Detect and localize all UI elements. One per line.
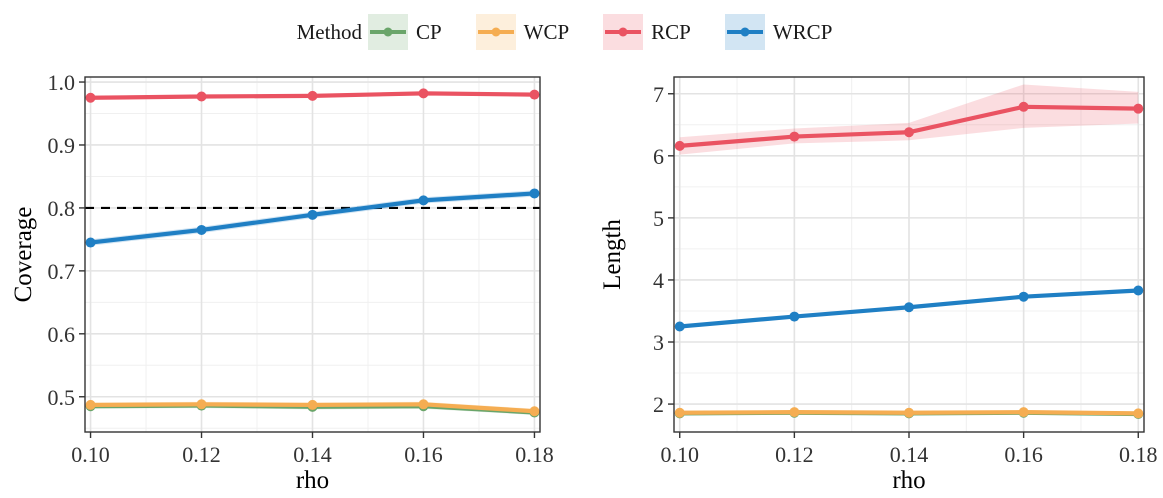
chart1-x-tick-label: 0.10 (71, 442, 110, 467)
legend-item-rcp: RCP (603, 14, 691, 50)
chart2-point-wrcp (1133, 285, 1144, 296)
legend: Method CP WCP RCP WRCP (0, 14, 1163, 50)
chart2-point-wrcp (1018, 291, 1029, 302)
chart2-y-tick-label: 2 (653, 392, 664, 417)
chart2-point-wrcp (674, 321, 685, 332)
chart2-group: 2 3 4 5 6 7 0.10 0.12 0.14 0.16 0.18 rho Length (599, 76, 1158, 494)
chart2-point-rcp (1133, 103, 1144, 114)
chart2-x-tick-label: 0.10 (660, 442, 699, 467)
chart1-y-tick-label: 0.9 (48, 133, 76, 158)
chart2-point-rcp (904, 127, 914, 138)
legend-label-rcp: RCP (651, 19, 691, 44)
legend-key-cp (367, 14, 408, 50)
chart2-point-wcp (1133, 408, 1144, 419)
chart2-point-wrcp (789, 311, 800, 322)
chart1-point-rcp (529, 89, 540, 100)
chart1-y-tick-label: 1.0 (48, 70, 76, 95)
legend-key-wcp (475, 14, 516, 50)
legend-label-cp: CP (415, 19, 442, 44)
chart2-point-rcp (789, 131, 800, 142)
legend-item-cp: CP (367, 14, 442, 50)
chart1-point-wrcp (418, 195, 429, 206)
chart2-y-tick-label: 6 (653, 144, 664, 169)
chart1-x-tick-label: 0.16 (404, 442, 443, 467)
chart1-point-wcp (196, 399, 207, 410)
chart2-x-tick-label: 0.12 (775, 442, 814, 467)
chart1-point-rcp (85, 92, 96, 103)
chart2-y-tick-label: 5 (653, 206, 664, 231)
chart1-point-wcp (418, 399, 429, 410)
legend-key-wrcp (724, 14, 765, 50)
chart2-x-tick-label: 0.18 (1119, 442, 1158, 467)
chart2-y-axis-title: Length (599, 219, 626, 290)
chart1-group: 0.5 0.6 0.7 0.8 0.9 1.0 0.10 0.12 0.14 0.16 0.18 rh… (10, 70, 554, 494)
legend-label-wrcp: WRCP (772, 19, 833, 44)
chart2-point-wcp (904, 407, 914, 418)
chart1-x-axis-title: rho (296, 467, 329, 494)
chart2-point-wcp (789, 407, 800, 418)
chart1-point-wcp (529, 406, 540, 417)
chart1-point-wcp (85, 399, 96, 410)
legend-item-wcp: WCP (475, 14, 570, 50)
chart1-point-wrcp (196, 224, 207, 235)
chart1-point-rcp (307, 90, 318, 101)
chart2-x-tick-label: 0.14 (890, 442, 929, 467)
chart1-y-axis-title: Coverage (10, 207, 37, 303)
legend-title: Method (296, 19, 362, 44)
legend-item-wrcp: WRCP (724, 14, 833, 50)
chart2-point-rcp (1018, 101, 1029, 112)
legend-label-wcp: WCP (523, 19, 570, 44)
chart2-y-tick-label: 4 (653, 268, 664, 293)
chart1-y-tick-label: 0.6 (48, 322, 76, 347)
chart1-x-tick-label: 0.14 (293, 442, 332, 467)
chart2-x-axis-title: rho (892, 467, 925, 494)
chart1-point-wrcp (529, 188, 540, 199)
chart2-y-tick-label: 7 (653, 82, 664, 107)
chart2-y-tick-label: 3 (653, 330, 664, 355)
chart1-point-wrcp (85, 237, 96, 248)
chart1-point-wrcp (307, 209, 318, 220)
chart1-point-rcp (418, 88, 429, 99)
chart2-x-tick-label: 0.16 (1004, 442, 1043, 467)
chart1-x-tick-label: 0.18 (515, 442, 554, 467)
chart2-point-rcp (674, 140, 685, 151)
chart1-y-tick-label: 0.7 (48, 259, 76, 284)
chart2-point-wrcp (904, 302, 914, 313)
chart1-y-tick-label: 0.5 (48, 385, 76, 410)
legend-key-rcp (603, 14, 644, 50)
chart2-point-wcp (674, 407, 685, 418)
chart1-point-wcp (307, 399, 318, 410)
chart1-point-rcp (196, 91, 207, 102)
chart1-y-tick-label: 0.8 (48, 196, 76, 221)
chart1-x-tick-label: 0.12 (182, 442, 221, 467)
chart2-point-wcp (1018, 407, 1029, 418)
